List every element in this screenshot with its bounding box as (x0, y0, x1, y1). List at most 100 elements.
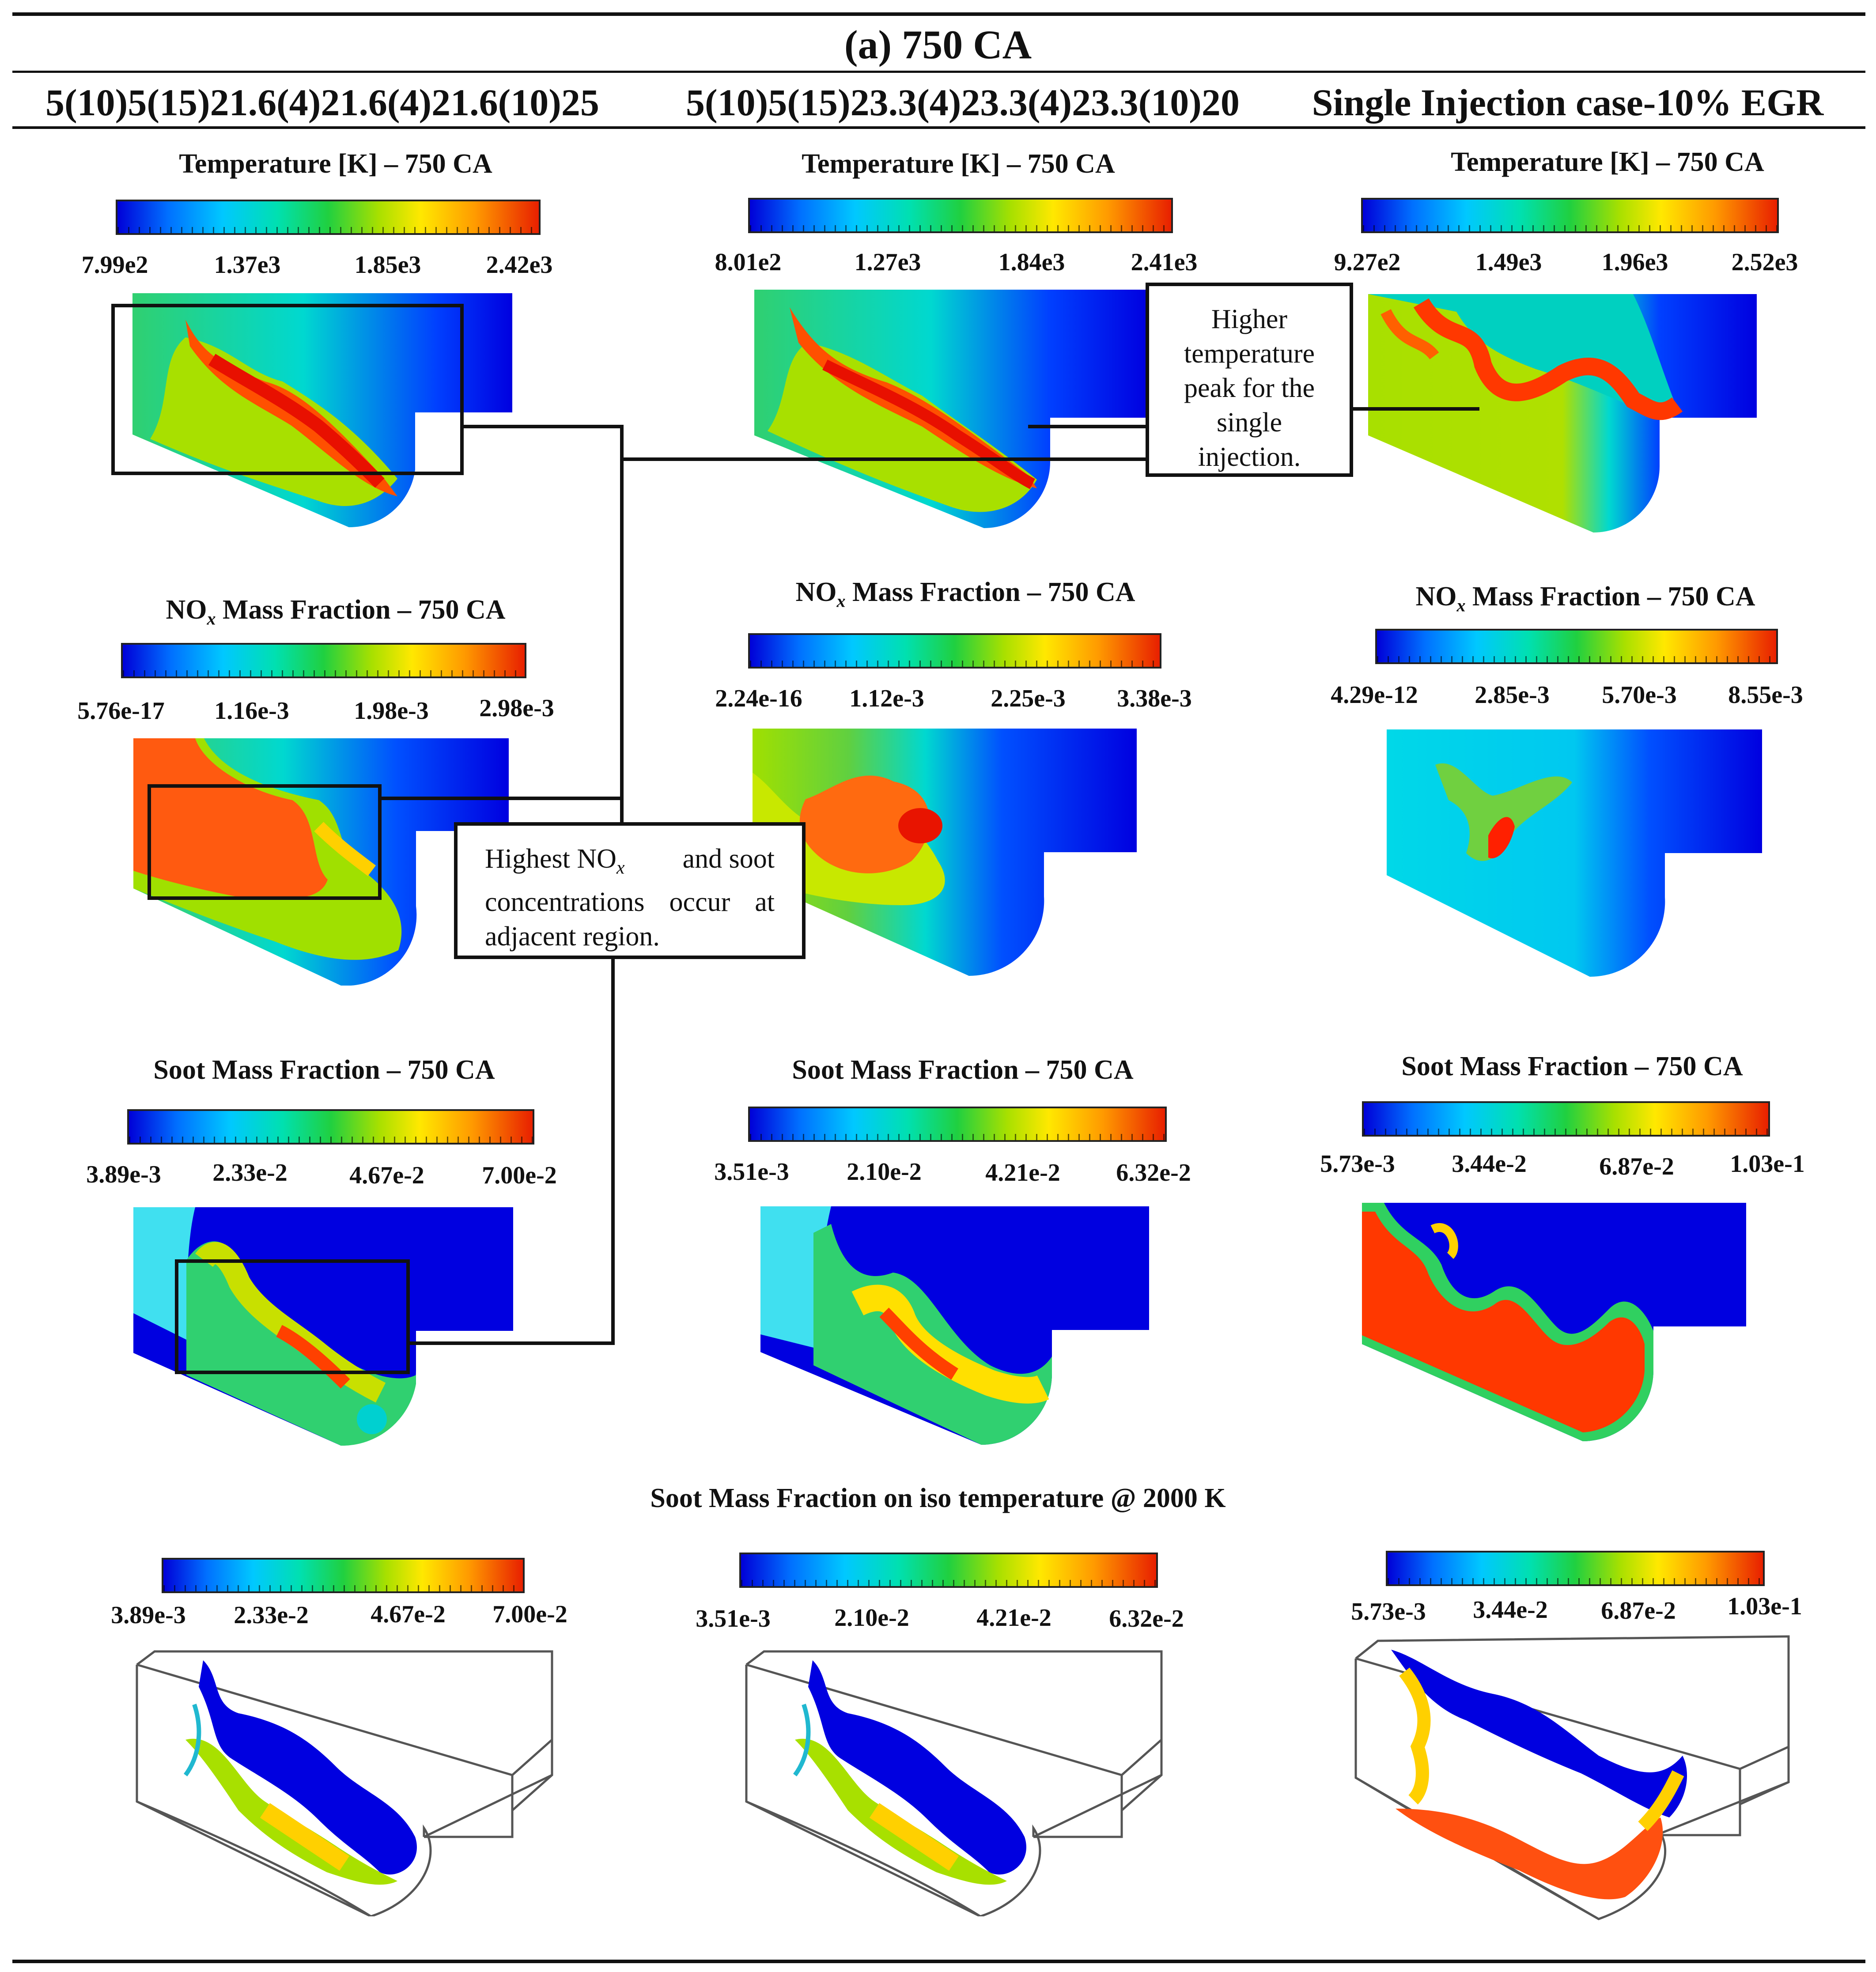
nox-tick: 2.24e-16 (715, 685, 802, 712)
callout-line: temperature (1184, 339, 1315, 369)
nox-tick: 4.29e-12 (1331, 681, 1418, 709)
nox-highlight-box (148, 784, 382, 900)
iso-tick: 4.21e-2 (976, 1604, 1051, 1632)
temperature-tick: 1.27e3 (854, 249, 921, 276)
nox-title-main: NO (795, 577, 837, 607)
title-rule (12, 71, 1865, 73)
soot-contour-plot-2 (760, 1206, 1149, 1445)
nox-title-2: NOx Mass Fraction – 750 CA (795, 577, 1135, 611)
nox-tick: 1.16e-3 (214, 697, 289, 725)
column-header-1: 5(10)5(15)21.6(4)21.6(4)21.6(10)25 (45, 81, 599, 124)
iso-surface-plot-3 (1354, 1635, 1790, 1920)
nox-tick: 2.98e-3 (479, 695, 554, 722)
callout-word: Highest NOx (485, 842, 625, 885)
soot-title-1: Soot Mass Fraction – 750 CA (153, 1055, 495, 1085)
header-rule (12, 126, 1865, 129)
nox-tick: 3.38e-3 (1117, 685, 1192, 712)
temperature-tick: 2.41e3 (1131, 249, 1198, 276)
nox-tick: 2.25e-3 (991, 685, 1066, 712)
iso-tick: 4.67e-2 (371, 1601, 446, 1628)
nox-tick: 8.55e-3 (1728, 681, 1803, 709)
soot-tick: 4.21e-2 (985, 1159, 1060, 1186)
temperature-title-2: Temperature [K] – 750 CA (802, 149, 1115, 179)
nox-title-rest: Mass Fraction – 750 CA (1465, 582, 1755, 612)
iso-tick: 1.03e-1 (1727, 1593, 1802, 1620)
nox-title-3: NOx Mass Fraction – 750 CA (1415, 581, 1755, 616)
soot-tick: 2.33e-2 (212, 1159, 287, 1186)
temperature-tick: 1.49e3 (1475, 249, 1542, 276)
nox-title-1: NOx Mass Fraction – 750 CA (166, 594, 505, 629)
temperature-colorbar-1 (116, 200, 541, 235)
callout-line-3: adjacent region. (485, 922, 660, 952)
callout-line: single (1216, 408, 1282, 438)
temperature-tick: 8.01e2 (715, 249, 782, 276)
nox-connector-line (380, 797, 624, 822)
nox-tick: 5.76e-17 (77, 697, 165, 725)
nox-title-sub: x (1456, 595, 1466, 616)
temperature-tick: 1.96e3 (1601, 249, 1668, 276)
nox-title-rest: Mass Fraction – 750 CA (845, 577, 1135, 607)
iso-surface-plot-2 (745, 1650, 1163, 1916)
temperature-connector-line (462, 425, 1146, 798)
iso-surface-plot-1 (136, 1650, 553, 1916)
soot-title-2: Soot Mass Fraction – 750 CA (792, 1055, 1134, 1085)
soot-tick: 4.67e-2 (349, 1162, 424, 1189)
soot-colorbar-1 (127, 1109, 534, 1145)
nox-contour-plot-3 (1387, 729, 1762, 977)
nox-tick: 1.98e-3 (354, 697, 429, 725)
soot-tick: 7.00e-2 (482, 1162, 557, 1189)
soot-tick: 3.51e-3 (714, 1158, 789, 1186)
nox-title-rest: Mass Fraction – 750 CA (216, 595, 506, 625)
iso-colorbar-3 (1386, 1551, 1765, 1586)
soot-tick: 6.32e-2 (1116, 1159, 1191, 1186)
soot-tick: 1.03e-1 (1730, 1150, 1805, 1178)
callout-text: Highest NO (485, 844, 617, 874)
soot-tick: 5.73e-3 (1320, 1150, 1395, 1178)
nox-title-sub: x (836, 591, 846, 611)
top-rule (12, 12, 1865, 16)
temperature-tick: 1.84e3 (998, 249, 1065, 276)
nox-title-main: NO (166, 595, 207, 625)
soot-tick: 6.87e-2 (1599, 1153, 1674, 1180)
nox-soot-callout: Highest NOx and soot concentrations occu… (454, 822, 806, 959)
soot-highlight-box (175, 1259, 410, 1374)
callout-text: and soot (682, 844, 775, 874)
figure-title: (a) 750 CA (844, 22, 1032, 67)
callout-line: injection. (1198, 442, 1301, 472)
callout-line: peak for the (1184, 373, 1315, 403)
nox-tick: 5.70e-3 (1602, 681, 1677, 709)
iso-tick: 3.51e-3 (696, 1605, 771, 1632)
iso-colorbar-2 (739, 1553, 1158, 1588)
temperature-tick: 2.52e3 (1731, 249, 1798, 276)
soot-contour-plot-1 (133, 1207, 513, 1446)
callout-line-2: concentrations occur at (485, 887, 775, 918)
soot-tick: 2.10e-2 (847, 1158, 922, 1186)
nox-tick: 1.12e-3 (849, 685, 924, 712)
iso-row-title: Soot Mass Fraction on iso temperature @ … (650, 1483, 1226, 1513)
callout-subscript: x (616, 858, 625, 878)
iso-tick: 6.32e-2 (1109, 1605, 1184, 1632)
nox-colorbar-2 (748, 633, 1161, 669)
nox-tick: 2.85e-3 (1475, 681, 1550, 709)
temperature-highlight-box (111, 304, 464, 475)
column-header-2: 5(10)5(15)23.3(4)23.3(4)23.3(10)20 (686, 81, 1240, 124)
iso-tick: 3.44e-2 (1473, 1596, 1548, 1624)
nox-colorbar-1 (121, 643, 526, 678)
callout-line: Higher (1211, 304, 1288, 334)
nox-colorbar-3 (1375, 629, 1778, 664)
iso-tick: 3.89e-3 (111, 1602, 186, 1629)
soot-connector-line (408, 959, 615, 1345)
soot-title-3: Soot Mass Fraction – 750 CA (1401, 1051, 1743, 1081)
temperature-tick: 7.99e2 (81, 251, 148, 279)
column-header-3: Single Injection case-10% EGR (1312, 81, 1824, 124)
soot-tick: 3.44e-2 (1452, 1150, 1527, 1178)
temperature-colorbar-3 (1361, 198, 1779, 233)
iso-tick: 6.87e-2 (1601, 1597, 1676, 1624)
bottom-rule (12, 1960, 1865, 1963)
iso-tick: 2.33e-2 (234, 1602, 309, 1629)
temperature-title-3: Temperature [K] – 750 CA (1451, 147, 1764, 177)
soot-colorbar-3 (1362, 1101, 1770, 1137)
temperature-contour-plot-3 (1368, 294, 1757, 533)
nox-title-sub: x (207, 608, 216, 629)
